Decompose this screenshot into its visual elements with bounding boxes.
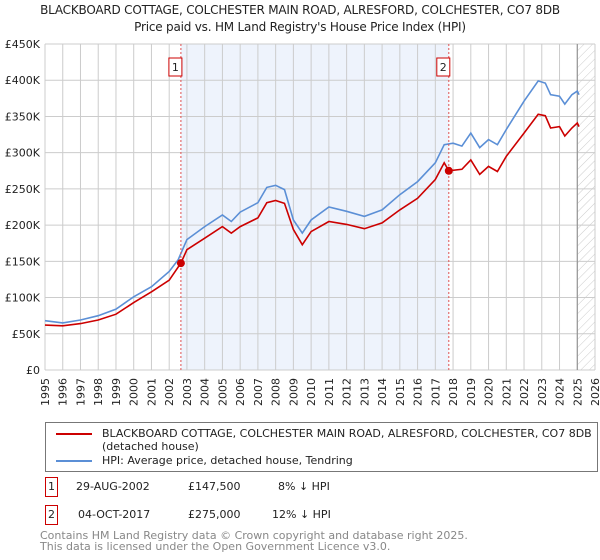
transaction-price: £275,000 — [188, 508, 241, 521]
x-tick-label: 2006 — [234, 378, 247, 406]
y-tick-label: £0 — [26, 364, 40, 377]
x-tick-label: 2024 — [554, 378, 567, 406]
y-tick-label: £250K — [5, 183, 41, 196]
legend-swatch-blue — [56, 460, 92, 462]
transaction-marker: 2 — [45, 505, 58, 525]
x-tick-label: 2014 — [376, 378, 389, 406]
x-tick-label: 2002 — [163, 378, 176, 406]
sale-label-box — [436, 57, 451, 77]
y-tick-label: £150K — [5, 255, 41, 268]
transaction-row: 1 29-AUG-2002 £147,500 8% ↓ HPI — [45, 477, 445, 497]
x-tick-label: 1999 — [110, 378, 123, 406]
hatched-future-region — [577, 44, 595, 370]
x-tick-label: 2000 — [128, 378, 141, 406]
legend-item-hpi: HPI: Average price, detached house, Tend… — [51, 454, 592, 467]
legend-label: BLACKBOARD COTTAGE, COLCHESTER MAIN ROAD… — [102, 427, 592, 453]
x-tick-label: 1996 — [57, 378, 70, 406]
sale-point — [444, 166, 453, 175]
y-tick-label: £100K — [5, 292, 41, 305]
y-tick-label: £400K — [5, 74, 41, 87]
sale-label: 2 — [440, 61, 447, 74]
footer-line: Contains HM Land Registry data © Crown c… — [40, 529, 468, 542]
x-tick-label: 2016 — [412, 378, 425, 406]
x-tick-label: 1995 — [39, 378, 52, 406]
legend-swatch-red — [56, 433, 92, 435]
x-tick-label: 2003 — [181, 378, 194, 406]
x-tick-label: 2009 — [287, 378, 300, 406]
x-tick-label: 2008 — [270, 378, 283, 406]
legend-label: HPI: Average price, detached house, Tend… — [102, 454, 353, 467]
transaction-date: 29-AUG-2002 — [76, 480, 150, 493]
x-tick-label: 2007 — [252, 378, 265, 406]
x-tick-label: 2012 — [341, 378, 354, 406]
transaction-date: 04-OCT-2017 — [78, 508, 151, 521]
footer: Contains HM Land Registry data © Crown c… — [40, 530, 468, 552]
x-tick-label: 2010 — [305, 378, 318, 406]
price-chart: 1 2 1995 1996 1997 1998 1999 2000 2001 2002 2003 20… — [5, 38, 600, 406]
x-tick-label: 2019 — [465, 378, 478, 406]
x-tick-label: 2013 — [358, 378, 371, 406]
x-tick-label: 2004 — [199, 378, 212, 406]
y-tick-label: £300K — [5, 147, 41, 160]
property-series-line — [44, 113, 580, 327]
x-tick-label: 2022 — [518, 378, 531, 406]
x-tick-label: 2017 — [429, 378, 442, 406]
y-tick-label: £50K — [12, 328, 41, 341]
x-tick-label: 1998 — [92, 378, 105, 406]
sale-point — [176, 259, 185, 268]
chart-title: BLACKBOARD COTTAGE, COLCHESTER MAIN ROAD… — [40, 3, 560, 17]
transaction-row: 2 04-OCT-2017 £275,000 12% ↓ HPI — [45, 505, 445, 525]
x-tick-label: 2001 — [145, 378, 158, 406]
footer-line: This data is licensed under the Open Gov… — [40, 540, 391, 553]
legend-item-property: BLACKBOARD COTTAGE, COLCHESTER MAIN ROAD… — [51, 427, 592, 453]
sale-label: 1 — [172, 61, 179, 74]
sale-label-box — [168, 57, 183, 77]
y-tick-label: £450K — [5, 38, 41, 51]
legend: BLACKBOARD COTTAGE, COLCHESTER MAIN ROAD… — [45, 422, 598, 472]
transaction-marker: 1 — [45, 477, 58, 497]
x-tick-label: 2005 — [216, 378, 229, 406]
y-tick-label: £350K — [5, 110, 41, 123]
chart-subtitle: Price paid vs. HM Land Registry's House … — [134, 20, 466, 34]
x-tick-label: 2018 — [447, 378, 460, 406]
x-tick-label: 2020 — [483, 378, 496, 406]
x-tick-label: 2021 — [500, 378, 513, 406]
x-tick-label: 2025 — [571, 378, 584, 406]
x-tick-label: 2015 — [394, 378, 407, 406]
x-tick-label: 1997 — [74, 378, 87, 406]
transaction-hpi: 8% ↓ HPI — [278, 480, 330, 493]
shaded-ownership-range — [180, 44, 449, 370]
x-tick-label: 2023 — [536, 378, 549, 406]
transaction-price: £147,500 — [188, 480, 241, 493]
transaction-hpi: 12% ↓ HPI — [272, 508, 331, 521]
x-tick-label: 2026 — [589, 378, 600, 406]
hpi-series-line — [44, 79, 580, 324]
y-tick-label: £200K — [5, 219, 41, 232]
x-tick-label: 2011 — [323, 378, 336, 406]
